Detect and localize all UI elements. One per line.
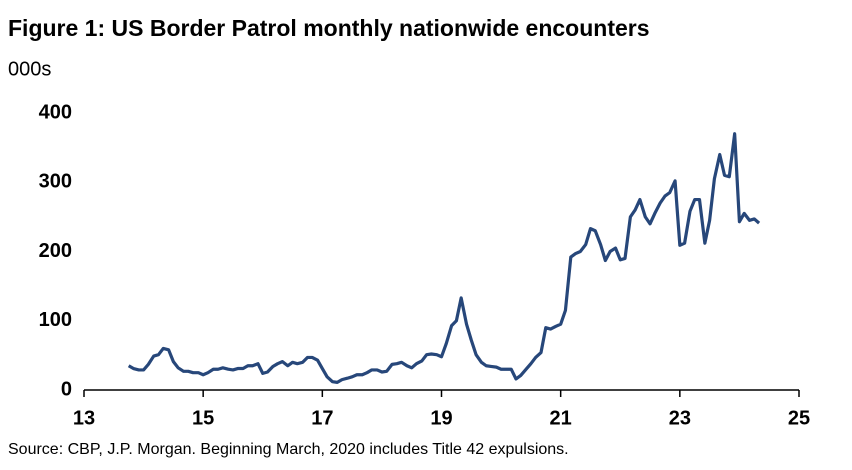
chart-subtitle: 000s [8, 58, 51, 80]
y-tick-label: 100 [39, 309, 72, 331]
x-tick-label: 13 [73, 407, 95, 429]
x-tick-label: 15 [192, 407, 214, 429]
x-tick-label: 17 [311, 407, 333, 429]
y-tick-label: 200 [39, 240, 72, 262]
x-tick-label: 19 [430, 407, 452, 429]
x-tick-label: 23 [669, 407, 691, 429]
y-tick-label: 0 [61, 378, 72, 400]
x-tick-label: 21 [550, 407, 572, 429]
y-tick-label: 400 [39, 101, 72, 123]
x-tick-label: 25 [788, 407, 810, 429]
source-note: Source: CBP, J.P. Morgan. Beginning Marc… [8, 441, 569, 458]
data-line [127, 132, 761, 384]
y-tick-label: 300 [39, 171, 72, 193]
chart-title: Figure 1: US Border Patrol monthly natio… [8, 15, 650, 41]
